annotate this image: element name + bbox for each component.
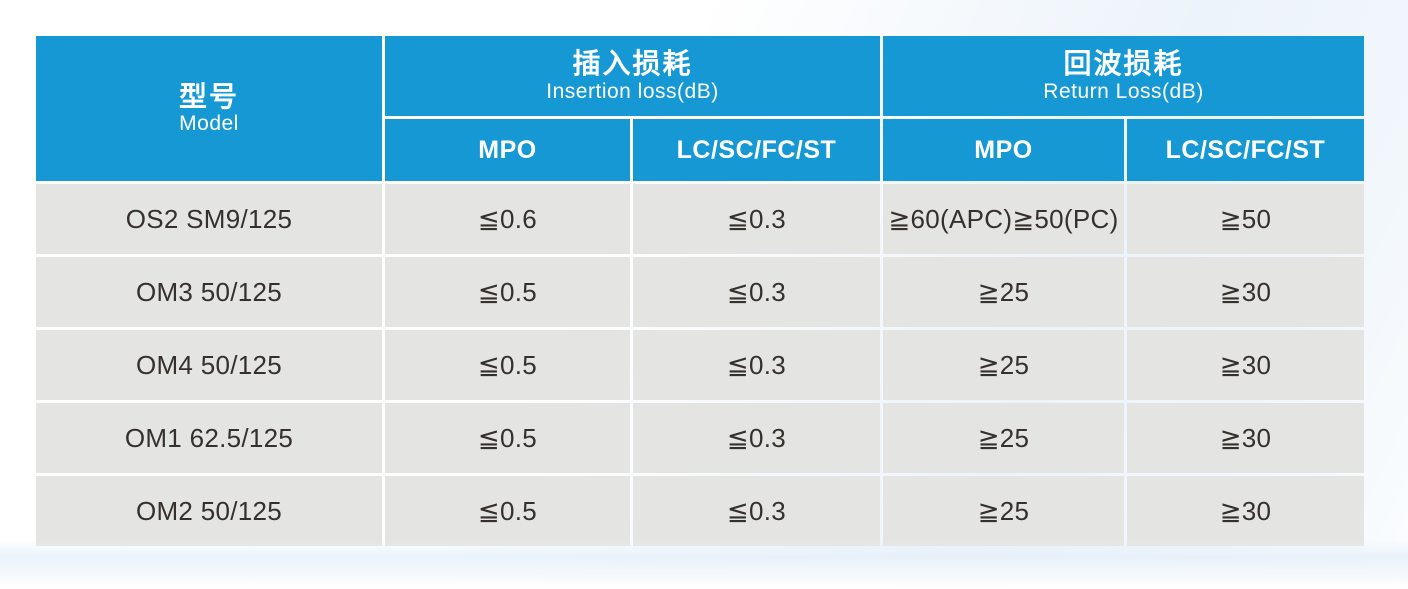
header-model-cell: 型号 Model <box>36 36 382 181</box>
value-cell: ≦0.3 <box>633 184 880 254</box>
subheader-return-lc-sc-fc-st: LC/SC/FC/ST <box>1127 119 1364 181</box>
table-row: OM2 50/125 ≦0.5 ≦0.3 ≧25 ≧30 <box>36 476 1364 546</box>
value-cell: ≦0.3 <box>633 403 880 473</box>
value-cell: ≧30 <box>1127 476 1364 546</box>
value-cell: ≧30 <box>1127 257 1364 327</box>
value-cell: ≦0.3 <box>633 330 880 400</box>
table-row: OM4 50/125 ≦0.5 ≦0.3 ≧25 ≧30 <box>36 330 1364 400</box>
value-cell: ≦0.5 <box>385 330 630 400</box>
table-row: OM1 62.5/125 ≦0.5 ≦0.3 ≧25 ≧30 <box>36 403 1364 473</box>
insertion-loss-label-zh: 插入损耗 <box>572 48 693 80</box>
header-return-loss-cell: 回波损耗 Return Loss(dB) <box>883 36 1364 116</box>
table-row: OS2 SM9/125 ≦0.6 ≦0.3 ≧60(APC)≧50(PC) ≧5… <box>36 184 1364 254</box>
value-cell: ≧30 <box>1127 403 1364 473</box>
model-label-en: Model <box>179 112 239 136</box>
table-header: 型号 Model 插入损耗 Insertion loss(dB) 回波损耗 Re… <box>36 36 1364 181</box>
model-cell: OM3 50/125 <box>36 257 382 327</box>
model-label-zh: 型号 <box>178 80 239 112</box>
subheader-insertion-mpo: MPO <box>385 119 630 181</box>
value-cell: ≧30 <box>1127 330 1364 400</box>
value-cell: ≦0.5 <box>385 257 630 327</box>
header-group-row: 型号 Model 插入损耗 Insertion loss(dB) 回波损耗 Re… <box>36 36 1364 181</box>
spec-table: 型号 Model 插入损耗 Insertion loss(dB) 回波损耗 Re… <box>33 33 1367 549</box>
model-cell: OM4 50/125 <box>36 330 382 400</box>
table-row: OM3 50/125 ≦0.5 ≦0.3 ≧25 ≧30 <box>36 257 1364 327</box>
header-insertion-loss-cell: 插入损耗 Insertion loss(dB) <box>385 36 880 116</box>
model-cell: OM2 50/125 <box>36 476 382 546</box>
value-cell: ≧25 <box>883 476 1124 546</box>
value-cell: ≦0.6 <box>385 184 630 254</box>
value-cell: ≧25 <box>883 330 1124 400</box>
value-cell: ≧25 <box>883 403 1124 473</box>
return-loss-label-en: Return Loss(dB) <box>1043 79 1204 103</box>
table-body: OS2 SM9/125 ≦0.6 ≦0.3 ≧60(APC)≧50(PC) ≧5… <box>36 184 1364 546</box>
value-cell: ≦0.5 <box>385 403 630 473</box>
insertion-loss-label-en: Insertion loss(dB) <box>546 79 719 103</box>
model-cell: OM1 62.5/125 <box>36 403 382 473</box>
model-cell: OS2 SM9/125 <box>36 184 382 254</box>
subheader-return-mpo: MPO <box>883 119 1124 181</box>
value-cell: ≧50 <box>1127 184 1364 254</box>
value-cell: ≦0.3 <box>633 257 880 327</box>
value-cell: ≧25 <box>883 257 1124 327</box>
subheader-insertion-lc-sc-fc-st: LC/SC/FC/ST <box>633 119 880 181</box>
return-loss-label-zh: 回波损耗 <box>1063 48 1184 80</box>
header-sub-row: MPO LC/SC/FC/ST MPO LC/SC/FC/ST <box>36 119 1364 181</box>
value-cell: ≧60(APC)≧50(PC) <box>883 184 1124 254</box>
value-cell: ≦0.5 <box>385 476 630 546</box>
value-cell: ≦0.3 <box>633 476 880 546</box>
